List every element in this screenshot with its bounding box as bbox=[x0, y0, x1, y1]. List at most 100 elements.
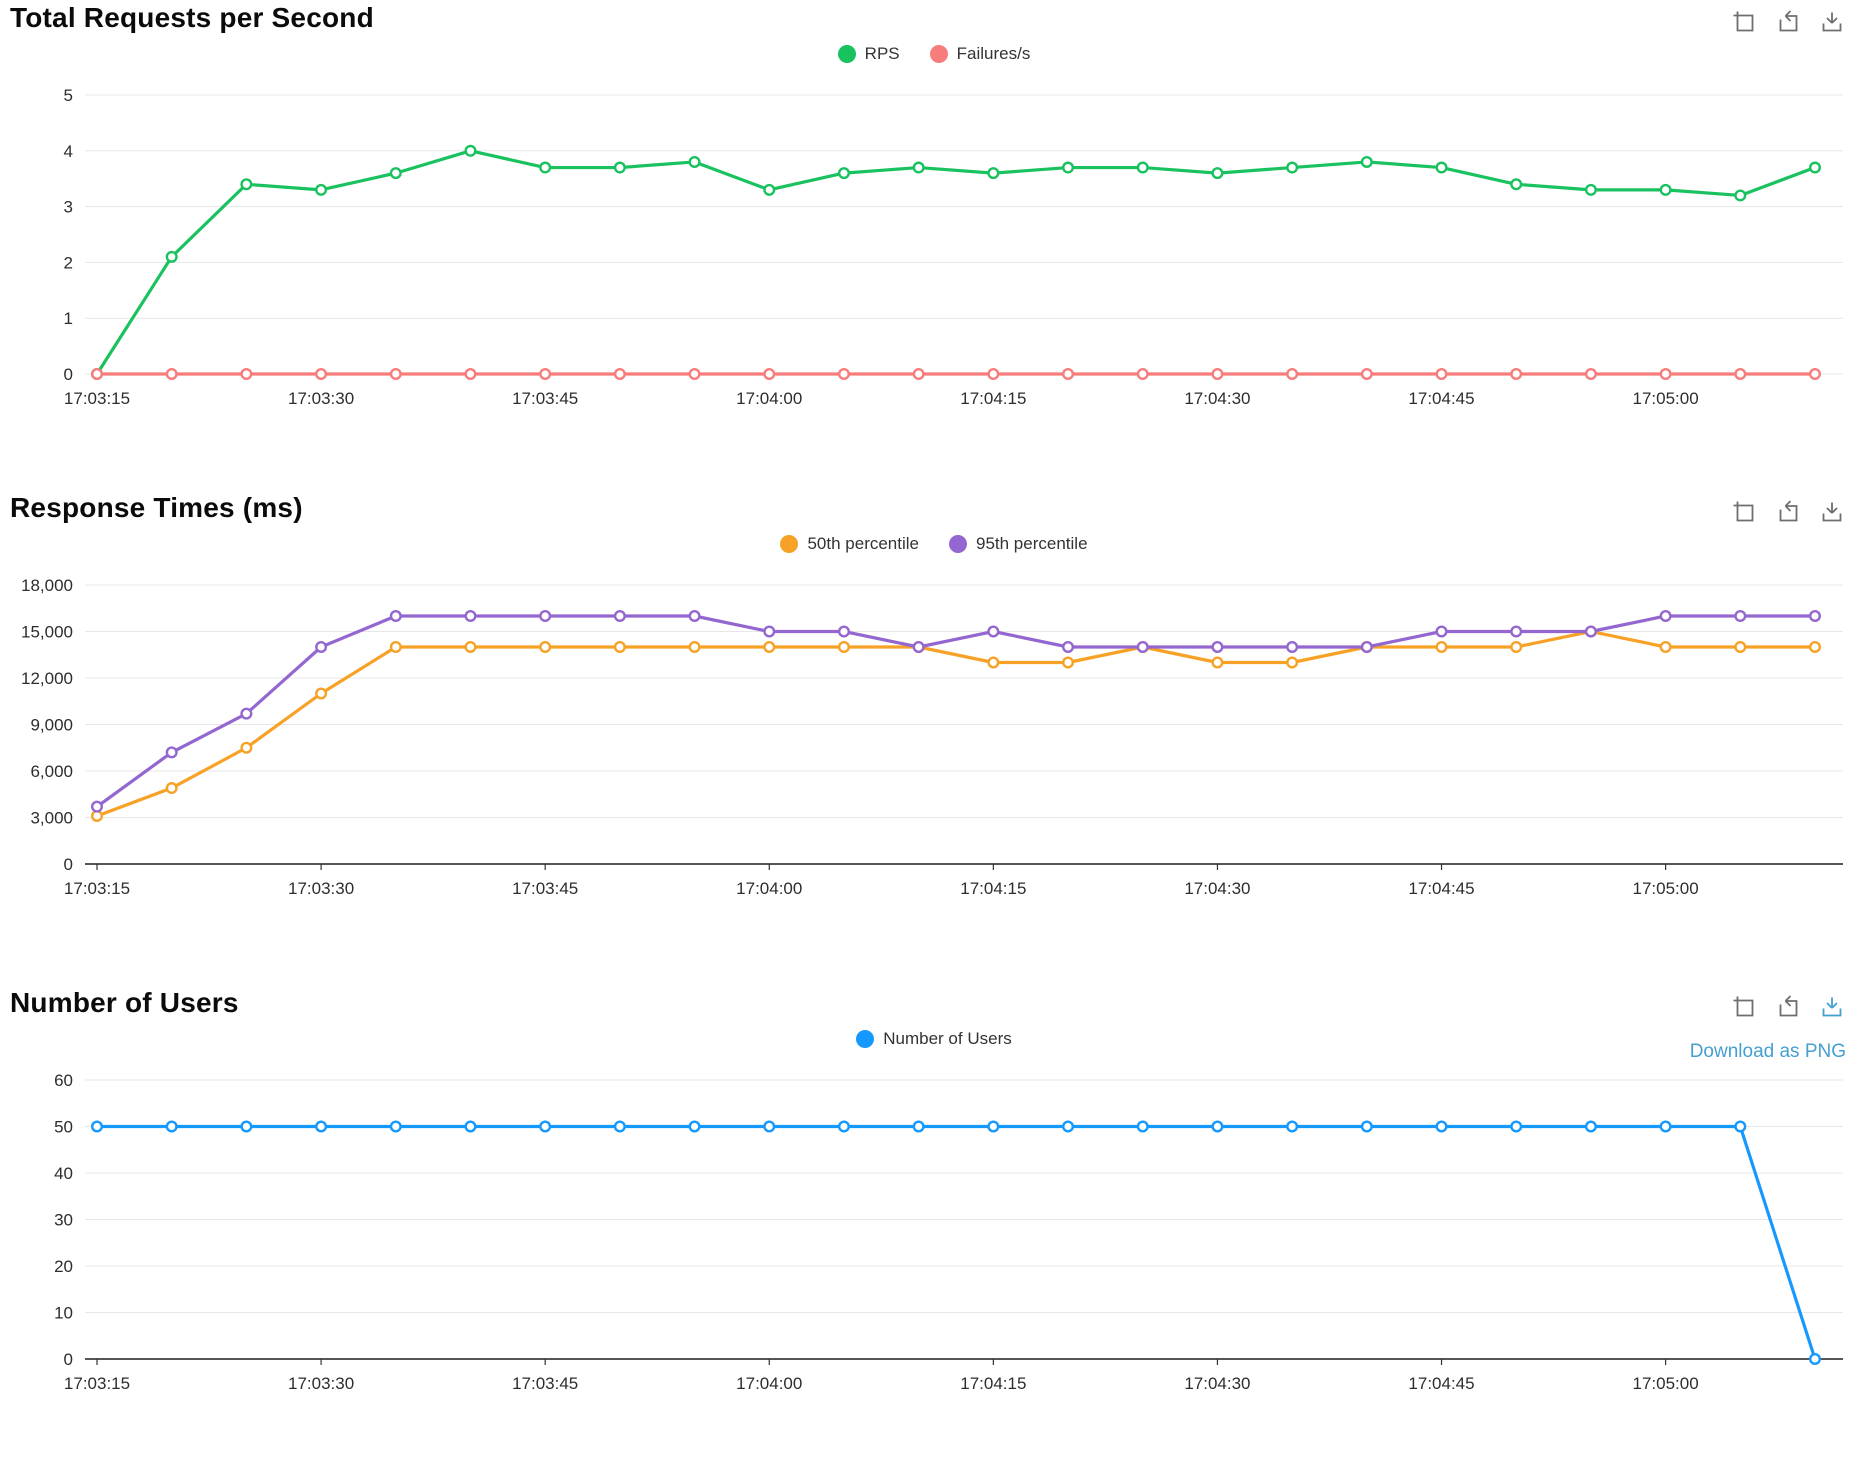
series-failures-s bbox=[90, 368, 1821, 381]
data-point bbox=[1584, 625, 1597, 638]
data-point bbox=[1510, 640, 1523, 653]
data-point bbox=[763, 1120, 776, 1133]
box-zoom-icon[interactable] bbox=[1732, 10, 1756, 34]
download-icon[interactable] bbox=[1820, 10, 1844, 34]
data-point bbox=[837, 167, 850, 180]
svg-text:17:03:15: 17:03:15 bbox=[64, 879, 130, 898]
data-point bbox=[165, 782, 178, 795]
svg-text:17:05:00: 17:05:00 bbox=[1633, 879, 1699, 898]
data-point bbox=[1734, 189, 1747, 202]
data-point bbox=[1808, 609, 1821, 622]
data-point bbox=[1510, 625, 1523, 638]
data-point bbox=[912, 161, 925, 174]
svg-text:17:03:15: 17:03:15 bbox=[64, 1374, 130, 1393]
data-point bbox=[1360, 368, 1373, 381]
data-point bbox=[539, 640, 552, 653]
data-point bbox=[1136, 1120, 1149, 1133]
data-point bbox=[165, 368, 178, 381]
legend-item[interactable]: 95th percentile bbox=[949, 534, 1088, 554]
data-point bbox=[464, 144, 477, 157]
legend-label: 50th percentile bbox=[807, 534, 919, 553]
box-zoom-icon[interactable] bbox=[1732, 995, 1756, 1019]
svg-text:17:04:45: 17:04:45 bbox=[1408, 879, 1474, 898]
legend-dot bbox=[929, 45, 948, 63]
response-times-chart-section: 0 3,000 6,000 9,000 12,000 15,000 18,000 17:03:… bbox=[0, 490, 1868, 965]
data-point bbox=[389, 609, 402, 622]
svg-text:17:03:30: 17:03:30 bbox=[288, 389, 354, 408]
data-point bbox=[165, 1120, 178, 1133]
data-point bbox=[1136, 368, 1149, 381]
y-axis-labels: 0 3,000 6,000 9,000 12,000 15,000 18,000 bbox=[21, 576, 73, 874]
data-point bbox=[315, 183, 328, 196]
svg-text:17:04:00: 17:04:00 bbox=[736, 1374, 802, 1393]
chart-toolbox bbox=[1732, 500, 1844, 524]
data-point bbox=[240, 1120, 253, 1133]
data-point bbox=[1286, 161, 1299, 174]
legend-dot bbox=[856, 1030, 875, 1048]
series-95th-percentile bbox=[90, 609, 1821, 813]
series-line-number-of-users bbox=[95, 1124, 1817, 1361]
response-times-plot: 0 3,000 6,000 9,000 12,000 15,000 18,000 17:03:… bbox=[21, 576, 1843, 898]
box-zoom-icon[interactable] bbox=[1732, 500, 1756, 524]
restore-icon[interactable] bbox=[1776, 500, 1800, 524]
series-rps bbox=[90, 144, 1821, 381]
svg-text:17:04:15: 17:04:15 bbox=[960, 879, 1026, 898]
svg-text:12,000: 12,000 bbox=[21, 669, 73, 688]
data-point bbox=[837, 640, 850, 653]
svg-text:0: 0 bbox=[64, 855, 73, 874]
data-point bbox=[1808, 161, 1821, 174]
legend-item[interactable]: Failures/s bbox=[929, 44, 1030, 64]
data-point bbox=[1360, 1120, 1373, 1133]
data-point bbox=[389, 1120, 402, 1133]
legend-item[interactable]: RPS bbox=[837, 44, 900, 64]
svg-text:17:03:30: 17:03:30 bbox=[288, 879, 354, 898]
chart-title: Total Requests per Second bbox=[10, 2, 374, 33]
download-icon[interactable] bbox=[1820, 995, 1844, 1019]
data-point bbox=[987, 656, 1000, 669]
data-point bbox=[1211, 368, 1224, 381]
svg-text:18,000: 18,000 bbox=[21, 576, 73, 595]
data-point bbox=[1659, 1120, 1672, 1133]
data-point bbox=[1435, 368, 1448, 381]
data-point bbox=[539, 609, 552, 622]
gridlines bbox=[85, 584, 1843, 818]
data-point bbox=[1286, 640, 1299, 653]
data-point bbox=[389, 167, 402, 180]
legend-item[interactable]: 50th percentile bbox=[780, 534, 919, 554]
data-point bbox=[763, 640, 776, 653]
data-point bbox=[1734, 609, 1747, 622]
x-axis-labels: 17:03:15 17:03:30 17:03:45 17:04:00 17:04:15… bbox=[64, 1359, 1699, 1393]
data-point bbox=[1360, 155, 1373, 168]
svg-text:17:03:45: 17:03:45 bbox=[512, 1374, 578, 1393]
restore-icon[interactable] bbox=[1776, 995, 1800, 1019]
data-point bbox=[987, 167, 1000, 180]
data-point bbox=[1286, 368, 1299, 381]
svg-text:60: 60 bbox=[54, 1071, 73, 1090]
svg-text:20: 20 bbox=[54, 1257, 73, 1276]
restore-icon[interactable] bbox=[1776, 10, 1800, 34]
data-point bbox=[240, 178, 253, 191]
svg-text:2: 2 bbox=[64, 253, 73, 272]
rps-chart-section: 0 1 2 3 4 5 17:03:15 17:03:30 17:03:45 17:04:00 17… bbox=[0, 0, 1868, 475]
data-point bbox=[90, 368, 103, 381]
data-point bbox=[1734, 1120, 1747, 1133]
svg-text:3: 3 bbox=[64, 198, 73, 217]
data-point bbox=[240, 741, 253, 754]
data-point bbox=[90, 800, 103, 813]
data-point bbox=[90, 1120, 103, 1133]
data-point bbox=[613, 1120, 626, 1133]
svg-text:17:03:45: 17:03:45 bbox=[512, 389, 578, 408]
data-point bbox=[912, 368, 925, 381]
data-point bbox=[912, 1120, 925, 1133]
data-point bbox=[837, 1120, 850, 1133]
data-point bbox=[165, 746, 178, 759]
data-point bbox=[389, 640, 402, 653]
data-point bbox=[688, 1120, 701, 1133]
download-icon[interactable] bbox=[1820, 500, 1844, 524]
svg-text:9,000: 9,000 bbox=[30, 716, 73, 735]
legend-item[interactable]: Number of Users bbox=[856, 1029, 1012, 1049]
data-point bbox=[539, 368, 552, 381]
data-point bbox=[464, 368, 477, 381]
svg-text:17:04:30: 17:04:30 bbox=[1184, 1374, 1250, 1393]
